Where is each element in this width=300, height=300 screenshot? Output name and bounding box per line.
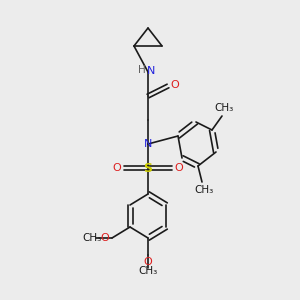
Text: O: O [175,163,183,173]
Text: CH₃: CH₃ [214,103,234,113]
Text: CH₃: CH₃ [194,185,214,195]
Text: O: O [171,80,179,90]
Text: O: O [144,257,152,267]
Text: CH₃: CH₃ [82,233,102,243]
Text: N: N [147,66,155,76]
Text: O: O [112,163,122,173]
Text: H: H [138,65,146,75]
Text: N: N [144,139,152,149]
Text: O: O [100,233,109,243]
Text: CH₃: CH₃ [138,266,158,276]
Text: S: S [143,161,152,175]
